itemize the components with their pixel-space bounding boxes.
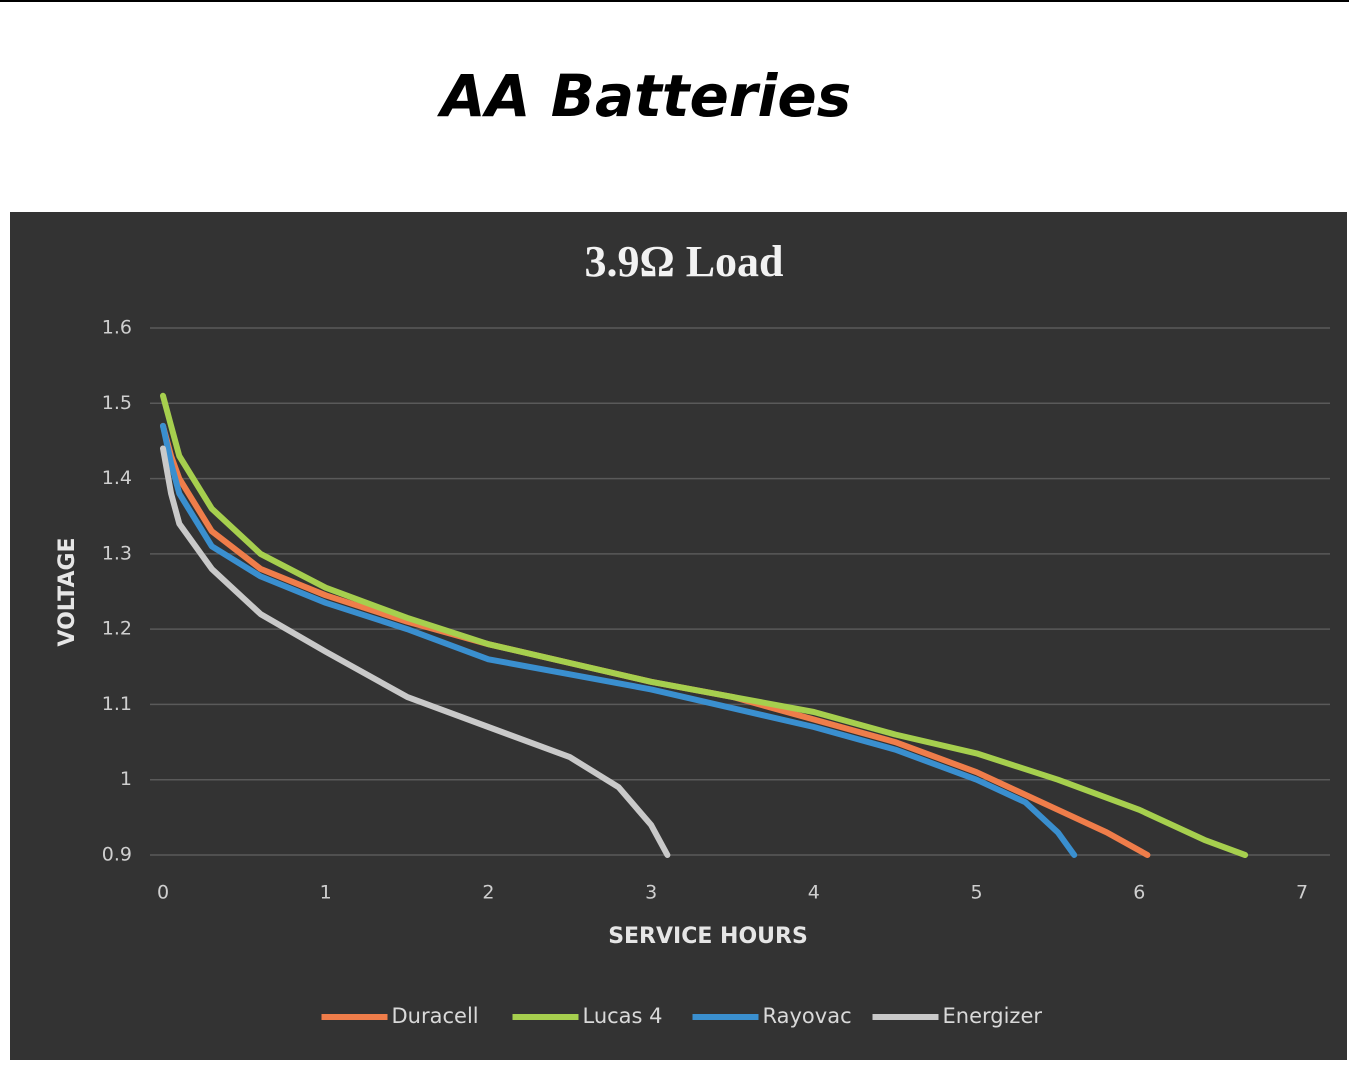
x-tick-label: 7: [1296, 882, 1308, 904]
chart-title: 3.9Ω Load: [584, 237, 783, 286]
x-tick-label: 2: [482, 882, 494, 904]
legend-label: Energizer: [943, 1004, 1043, 1028]
y-tick-label: 0.9: [102, 844, 132, 866]
x-axis-label: SERVICE HOURS: [608, 924, 808, 949]
y-tick-label: 1.6: [102, 317, 132, 339]
series-line: [160, 445, 671, 858]
legend-label: Lucas 4: [583, 1004, 663, 1028]
x-tick-label: 5: [971, 882, 983, 904]
y-tick-label: 1.5: [102, 392, 132, 414]
y-tick-label: 1.3: [102, 542, 132, 564]
x-tick-label: 6: [1133, 882, 1145, 904]
x-tick-label: 1: [320, 882, 332, 904]
y-tick-label: 1.1: [102, 693, 132, 715]
series-line: [160, 422, 1078, 858]
x-tick-label: 4: [808, 882, 820, 904]
y-tick-label: 1.2: [102, 618, 132, 640]
chart-panel: [10, 212, 1347, 1060]
y-tick-label: 1: [120, 768, 132, 790]
y-tick-label: 1.4: [102, 467, 132, 489]
y-axis-label: VOLTAGE: [55, 537, 80, 646]
legend-label: Rayovac: [763, 1004, 852, 1028]
x-tick-label: 0: [157, 882, 169, 904]
x-tick-label: 3: [645, 882, 657, 904]
slide-title: AA Batteries: [437, 62, 851, 130]
series-line: [160, 392, 1249, 858]
legend-label: Duracell: [392, 1004, 479, 1028]
